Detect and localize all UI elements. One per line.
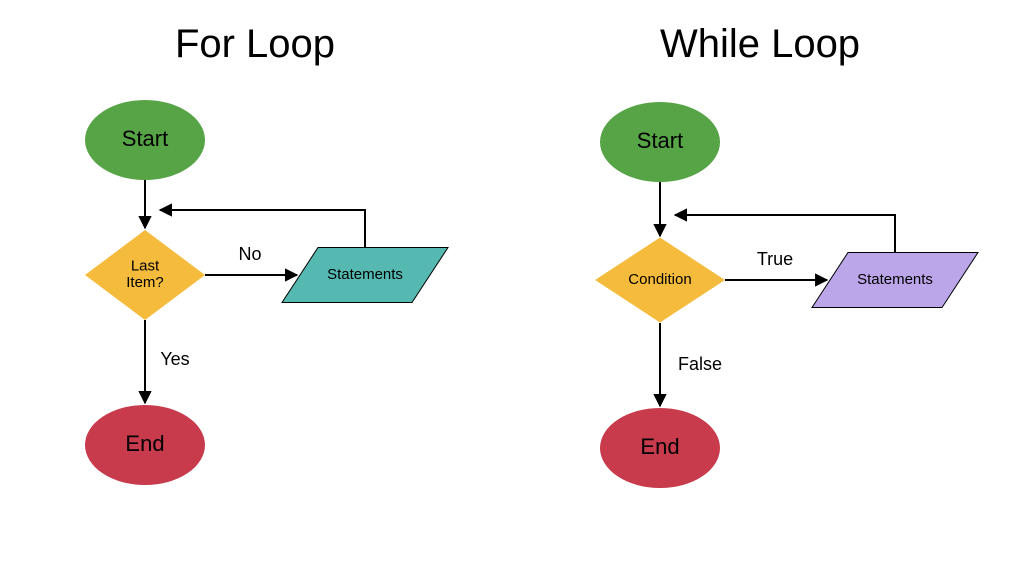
flow-edge-label: No (238, 244, 261, 264)
flow-edge-label: Yes (160, 349, 189, 369)
flow-node-label: Start (637, 128, 683, 153)
while-loop-title: While Loop (640, 22, 880, 67)
for-loop-title: For Loop (155, 22, 355, 67)
flow-node-label: Condition (628, 271, 691, 288)
flow-node-label: Item? (126, 274, 164, 291)
flow-node-label: End (640, 434, 679, 459)
flow-edge (675, 215, 895, 252)
flow-edge-label: True (757, 249, 793, 269)
flow-edge (160, 210, 365, 247)
flow-edge-label: False (678, 354, 722, 374)
flow-node-label: End (125, 431, 164, 456)
flow-node-label: Last (131, 258, 160, 275)
flow-node-label: Start (122, 126, 168, 151)
flow-node-label: Statements (857, 271, 933, 288)
flowchart-canvas: No Yes Start LastItem? Statements End True Fals… (0, 0, 1024, 576)
flow-node-label: Statements (327, 266, 403, 283)
